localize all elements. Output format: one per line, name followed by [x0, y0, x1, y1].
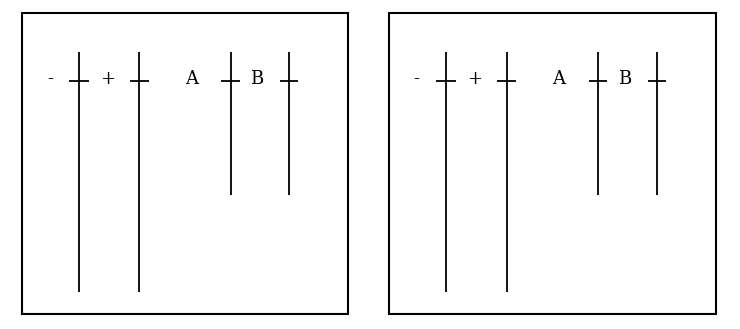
Bar — [22, 13, 348, 314]
Bar — [388, 13, 716, 314]
Text: +: + — [100, 70, 115, 89]
Text: A: A — [553, 70, 565, 89]
Text: -: - — [47, 70, 53, 89]
Text: -: - — [414, 70, 420, 89]
Text: B: B — [250, 70, 263, 89]
Text: A: A — [185, 70, 198, 89]
Text: B: B — [618, 70, 631, 89]
Text: +: + — [467, 70, 482, 89]
